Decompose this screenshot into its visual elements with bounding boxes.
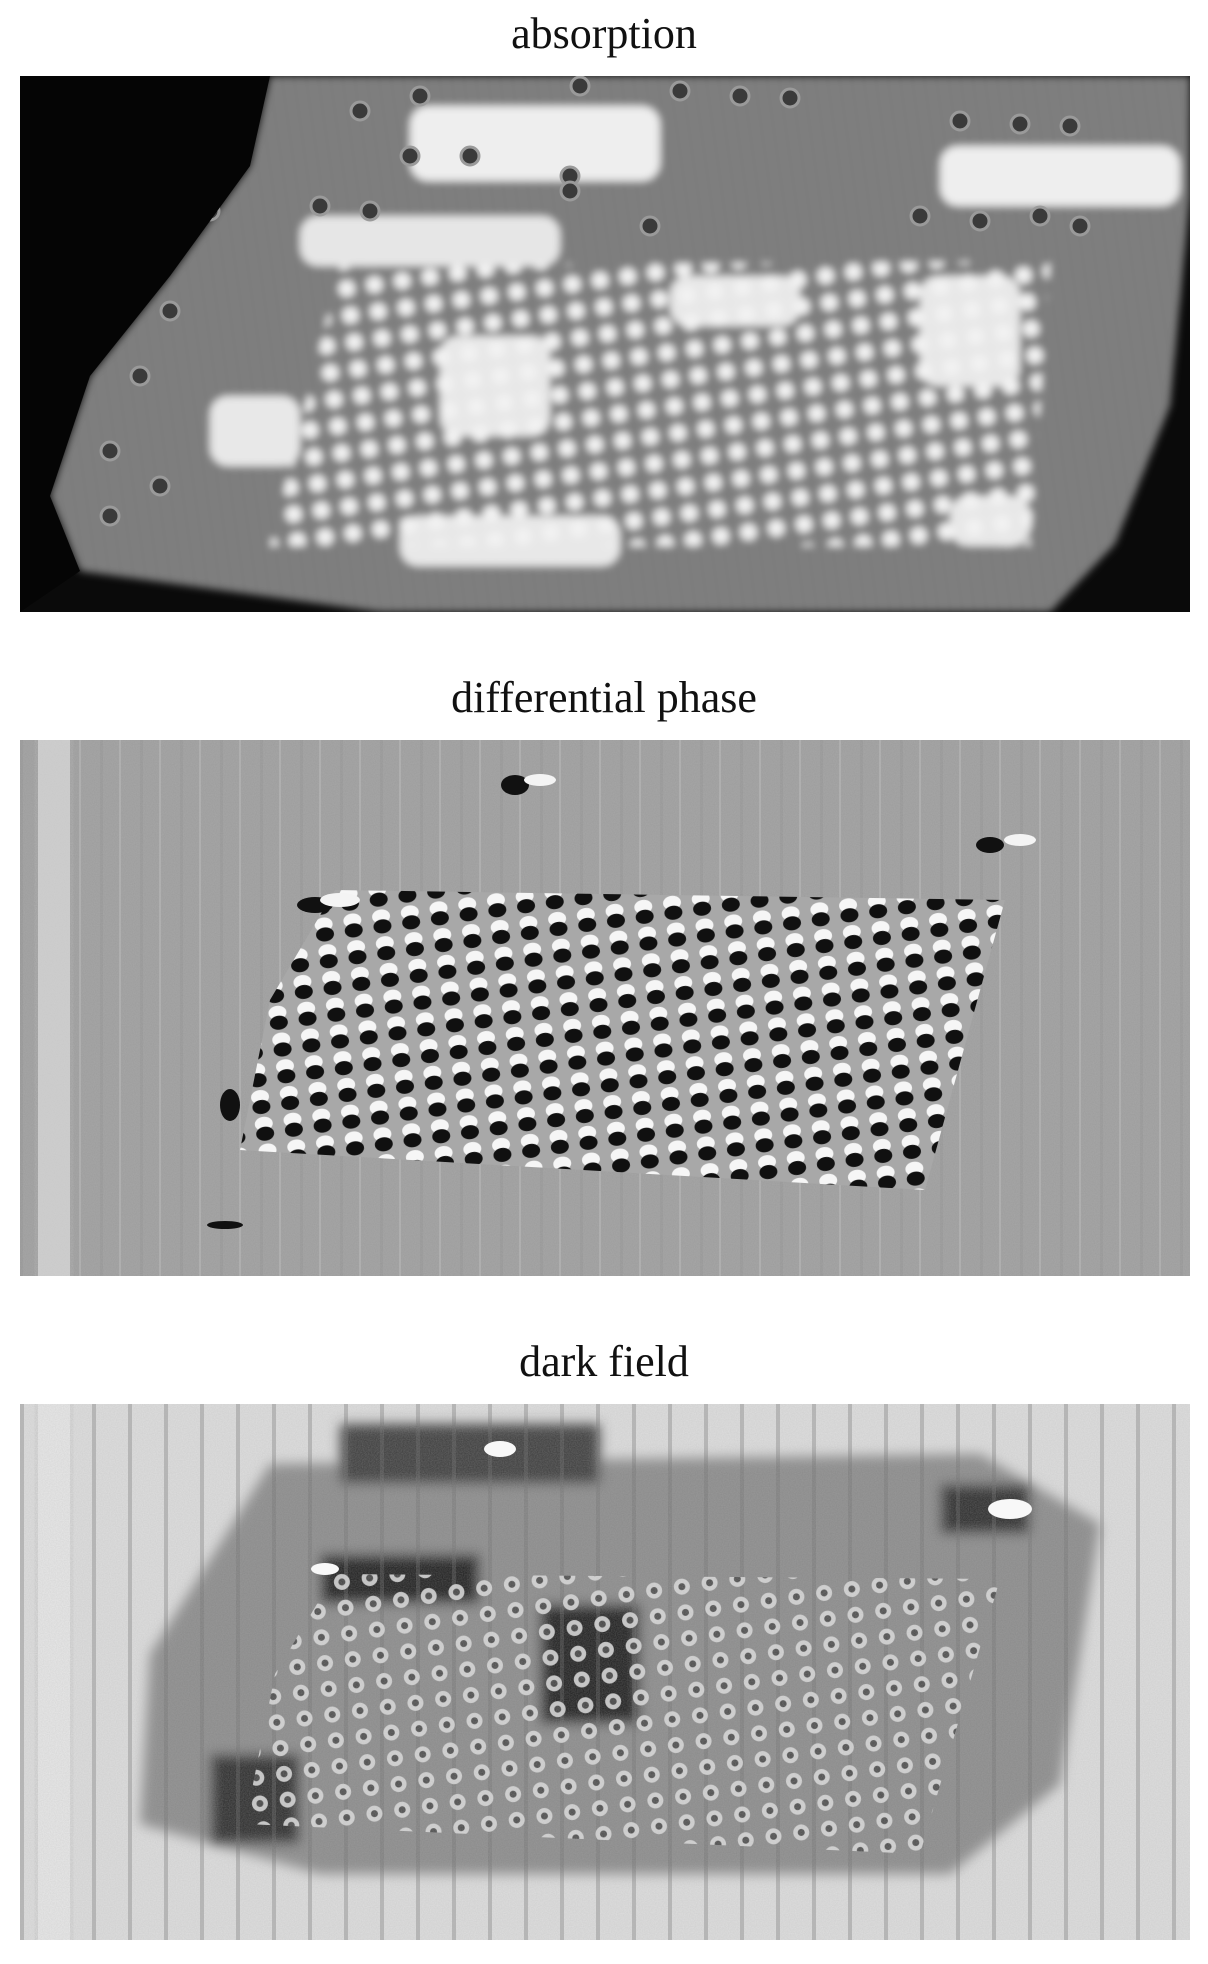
differential-phase-image	[20, 740, 1190, 1276]
panel-title-differential-phase: differential phase	[451, 673, 757, 722]
differential-phase-image-svg	[20, 740, 1190, 1276]
absorption-image	[20, 76, 1190, 612]
dark-field-image-svg	[20, 1404, 1190, 1940]
dark-field-image	[20, 1404, 1190, 1940]
panel-title-dark-field: dark field	[519, 1337, 689, 1386]
panel-title-absorption: absorption	[511, 9, 697, 58]
absorption-image-svg	[20, 76, 1190, 612]
